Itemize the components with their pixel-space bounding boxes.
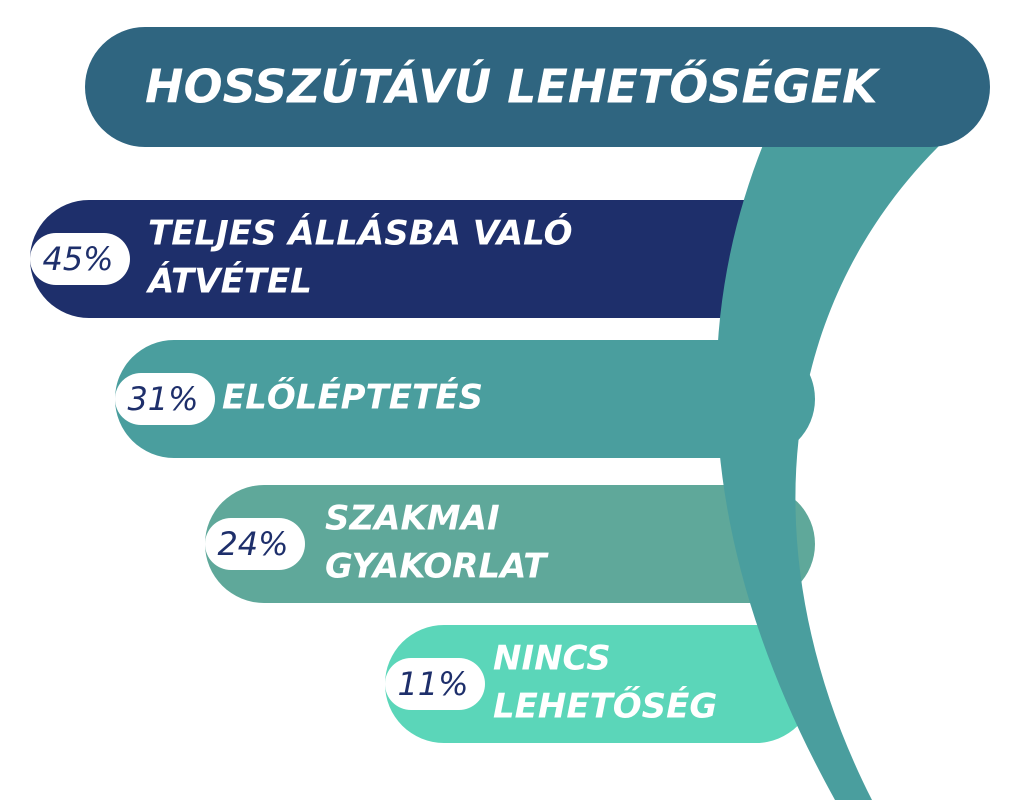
percent: 11% — [397, 665, 468, 703]
label: GYAKORLAT — [325, 547, 549, 587]
bar — [205, 485, 815, 603]
bar — [30, 200, 810, 318]
percent: 24% — [217, 525, 288, 563]
title-pill — [85, 27, 990, 147]
label: SZAKMAI — [325, 499, 500, 539]
percent-pill — [205, 518, 305, 570]
label: ÁTVÉTEL — [145, 261, 312, 302]
percent-pill — [115, 373, 215, 425]
percent: 45% — [42, 240, 113, 278]
label: NINCS — [493, 639, 611, 679]
swoosh — [716, 140, 945, 800]
percent: 31% — [127, 380, 198, 418]
percent-pill — [385, 658, 485, 710]
title: HOSSZÚTÁVÚ LEHETŐSÉGEK — [145, 60, 881, 114]
bar — [115, 340, 815, 458]
bars — [30, 200, 815, 743]
bar — [385, 625, 815, 743]
label: LEHETŐSÉG — [493, 686, 717, 727]
label: TELJES ÁLLÁSBA VALÓ — [148, 213, 572, 254]
items: 45% TELJES ÁLLÁSBA VALÓ ÁTVÉTEL 31% ELŐLÉPTE… — [30, 213, 717, 727]
percent-pill — [30, 233, 130, 285]
label: ELŐLÉPTETÉS — [222, 377, 483, 418]
